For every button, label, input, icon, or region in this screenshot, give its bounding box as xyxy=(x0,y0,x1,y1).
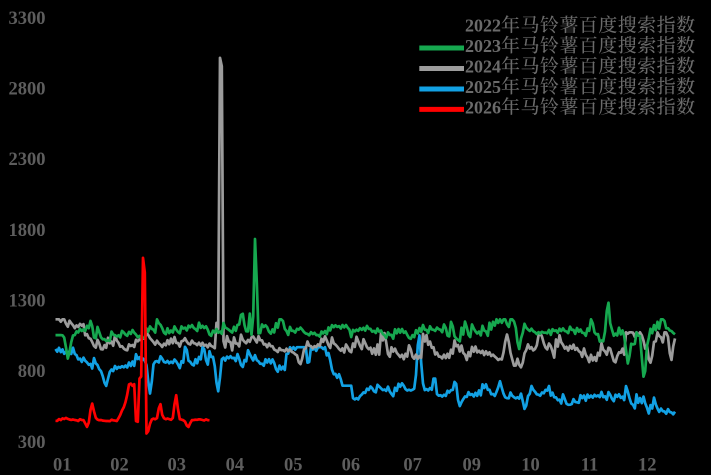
svg-text:12: 12 xyxy=(638,455,657,475)
svg-text:2023: 2023 xyxy=(465,36,501,56)
svg-text:05: 05 xyxy=(284,455,303,475)
svg-text:2024: 2024 xyxy=(465,57,501,77)
svg-text:1800: 1800 xyxy=(9,221,46,241)
svg-text:09: 09 xyxy=(462,455,481,475)
svg-text:2800: 2800 xyxy=(9,80,46,100)
svg-text:3300: 3300 xyxy=(9,9,46,29)
svg-text:07: 07 xyxy=(403,455,422,475)
svg-text:1300: 1300 xyxy=(9,291,46,311)
svg-text:04: 04 xyxy=(226,455,245,475)
svg-text:800: 800 xyxy=(18,362,46,382)
svg-text:2300: 2300 xyxy=(9,150,46,170)
svg-text:06: 06 xyxy=(342,455,361,475)
svg-text:02: 02 xyxy=(110,455,129,475)
svg-text:11: 11 xyxy=(581,455,598,475)
svg-text:2025: 2025 xyxy=(465,77,501,97)
svg-text:10: 10 xyxy=(521,455,540,475)
svg-text:2022: 2022 xyxy=(465,16,501,36)
svg-text:03: 03 xyxy=(167,455,186,475)
svg-text:01: 01 xyxy=(53,455,72,475)
svg-text:2026: 2026 xyxy=(465,97,501,117)
svg-text:300: 300 xyxy=(18,433,46,453)
